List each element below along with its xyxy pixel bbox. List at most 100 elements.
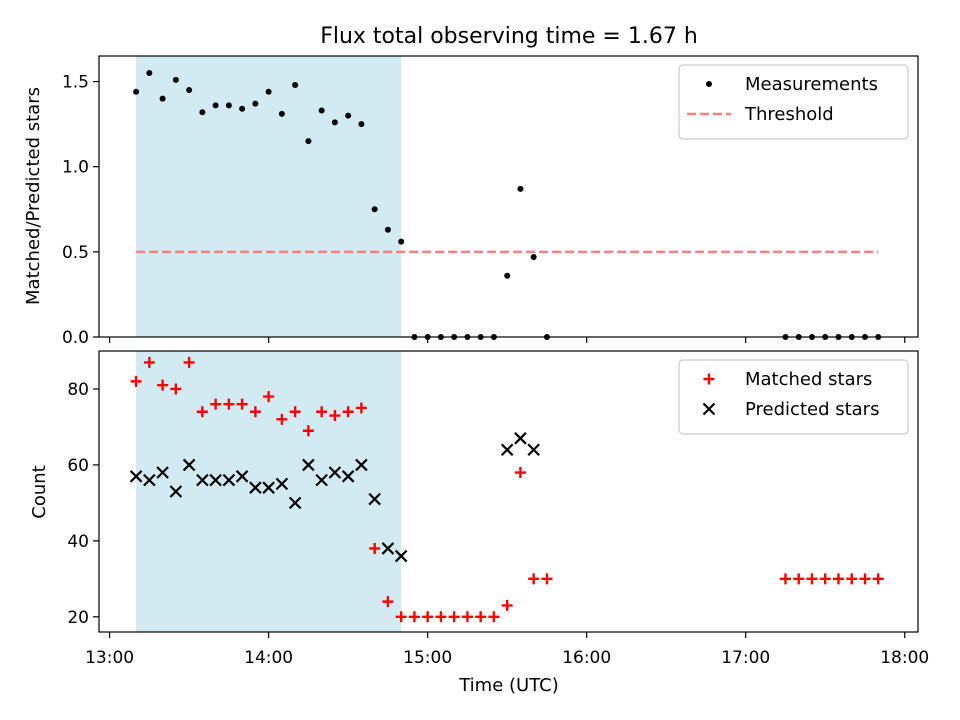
top-series-0-point-29 [517,185,524,192]
bottom-y-tick-label: 40 [67,532,89,552]
bottom-series-0-point-18 [369,542,381,554]
bottom-series-0-point-17 [355,402,367,414]
bottom-series-1-point-12 [288,496,302,510]
bottom-series-1-point-23 [527,443,540,457]
bottom-legend-marker-1 [702,402,716,416]
bottom-series-0-point-13 [302,425,314,437]
top-series-0-point-3 [172,76,179,83]
top-shaded-region [136,56,402,337]
bottom-series-0-point-25 [461,611,473,623]
top-legend-box [678,64,909,140]
bottom-series-0-point-26 [475,611,487,623]
top-series-0-point-15 [331,119,338,126]
bottom-series-0-point-9 [249,406,261,418]
bottom-series-0-point-2 [157,379,169,391]
top-series-0-point-28 [504,272,511,279]
bottom-series-0-point-15 [329,410,341,422]
bottom-series-1-point-18 [368,492,381,506]
top-series-0-point-8 [239,105,246,112]
bottom-series-0-point-4 [183,356,195,368]
chart-title: Flux total observing time = 1.67 h [320,24,698,49]
top-series-0-point-7 [225,102,232,109]
top-series-0-point-2 [159,95,166,102]
bottom-series-0-point-6 [210,398,222,410]
bottom-series-1-point-22 [514,432,527,445]
bottom-series-1-point-14 [315,473,328,487]
bottom-series-0-point-36 [832,573,844,585]
bottom-series-0-point-8 [236,398,248,410]
bottom-series-0-point-24 [448,611,460,623]
bottom-series-1-point-16 [341,470,355,483]
bottom-series-0-point-31 [541,573,553,585]
top-series-0-point-0 [133,88,140,95]
bottom-panel: 20 40 60 80 13:00 14:00 15:00 16:00 17:00 18:00 Ma… [67,350,929,668]
top-y-tick-label: 0.5 [62,243,89,263]
bottom-series-0-point-37 [846,573,858,585]
bottom-series-0-point-33 [793,573,805,585]
top-series-0-point-11 [278,110,285,117]
bottom-series-1-point-9 [249,481,262,494]
bottom-series-0-point-35 [819,573,831,585]
bottom-series-0-point-12 [289,406,301,418]
top-y-tick-label: 1.5 [62,73,89,93]
bottom-series-0-point-3 [170,383,182,395]
bottom-legend: Matched stars Predicted stars [678,359,909,435]
bottom-y-tick-label: 80 [67,380,89,400]
top-series-0-point-18 [371,206,378,213]
top-series-0-point-6 [212,102,219,109]
bottom-series-0-point-32 [779,573,791,585]
bottom-series-0-point-1 [143,356,155,368]
bottom-series-0-point-28 [501,599,513,611]
top-series-0-point-19 [384,226,391,233]
bottom-series-0-point-7 [223,398,235,410]
bottom-series-0-point-29 [514,467,526,479]
x-axis-label: Time (UTC) [458,675,559,696]
top-series-0-point-30 [530,253,537,260]
bottom-y-tick-label: 20 [67,608,89,628]
bottom-series-1-point-11 [275,477,289,491]
bottom-series-0-point-21 [408,611,420,623]
bottom-series-1-point-6 [209,473,222,487]
bottom-series-1-point-20 [394,549,408,563]
bottom-legend-marker-0 [703,373,715,385]
bottom-series-1-point-10 [262,481,275,494]
top-legend-marker-0 [706,81,712,87]
bottom-series-0-point-14 [316,406,328,418]
bottom-y-tick-label: 60 [67,456,89,476]
x-tick-label: 16:00 [562,648,611,668]
bottom-legend-box [678,359,909,435]
bottom-series-0-point-23 [435,611,447,623]
bottom-series-1-point-7 [222,473,236,487]
top-series-0-point-4 [186,87,193,94]
top-series-0-point-10 [265,88,272,95]
bottom-series-1-point-8 [235,470,249,483]
bottom-series-1-point-3 [169,485,183,498]
top-y-tick-label: 0.0 [62,328,89,348]
x-tick-label: 14:00 [244,648,293,668]
top-y-tick-label: 1.0 [62,158,89,178]
top-panel: 0.0 0.5 1.0 1.5 Measurements Threshold [62,55,919,348]
top-series-0-point-9 [252,100,259,107]
top-legend-label-0: Measurements [745,74,878,95]
top-series-0-point-13 [305,138,312,145]
bottom-series-1-point-0 [129,470,143,483]
x-tick-label: 18:00 [880,648,929,668]
x-tick-label: 15:00 [403,648,452,668]
bottom-series-0-point-16 [342,406,354,418]
top-series-0-point-1 [146,70,153,77]
bottom-series-0-point-0 [130,375,142,387]
bottom-series-0-point-11 [276,413,288,425]
bottom-series-1-point-4 [182,458,196,472]
top-series-0-point-12 [292,81,299,88]
top-series-0-point-20 [398,238,405,245]
bottom-series-1-point-15 [328,466,342,479]
bottom-series-0-point-19 [382,596,394,608]
bottom-series-0-point-10 [263,391,275,403]
bottom-legend-label-0: Matched stars [745,369,872,390]
top-series-0-point-17 [358,121,365,128]
bottom-series-0-point-22 [422,611,434,623]
bottom-series-1-point-1 [143,473,156,487]
bottom-axes-frame [98,350,919,633]
top-series-0-point-5 [199,109,206,116]
